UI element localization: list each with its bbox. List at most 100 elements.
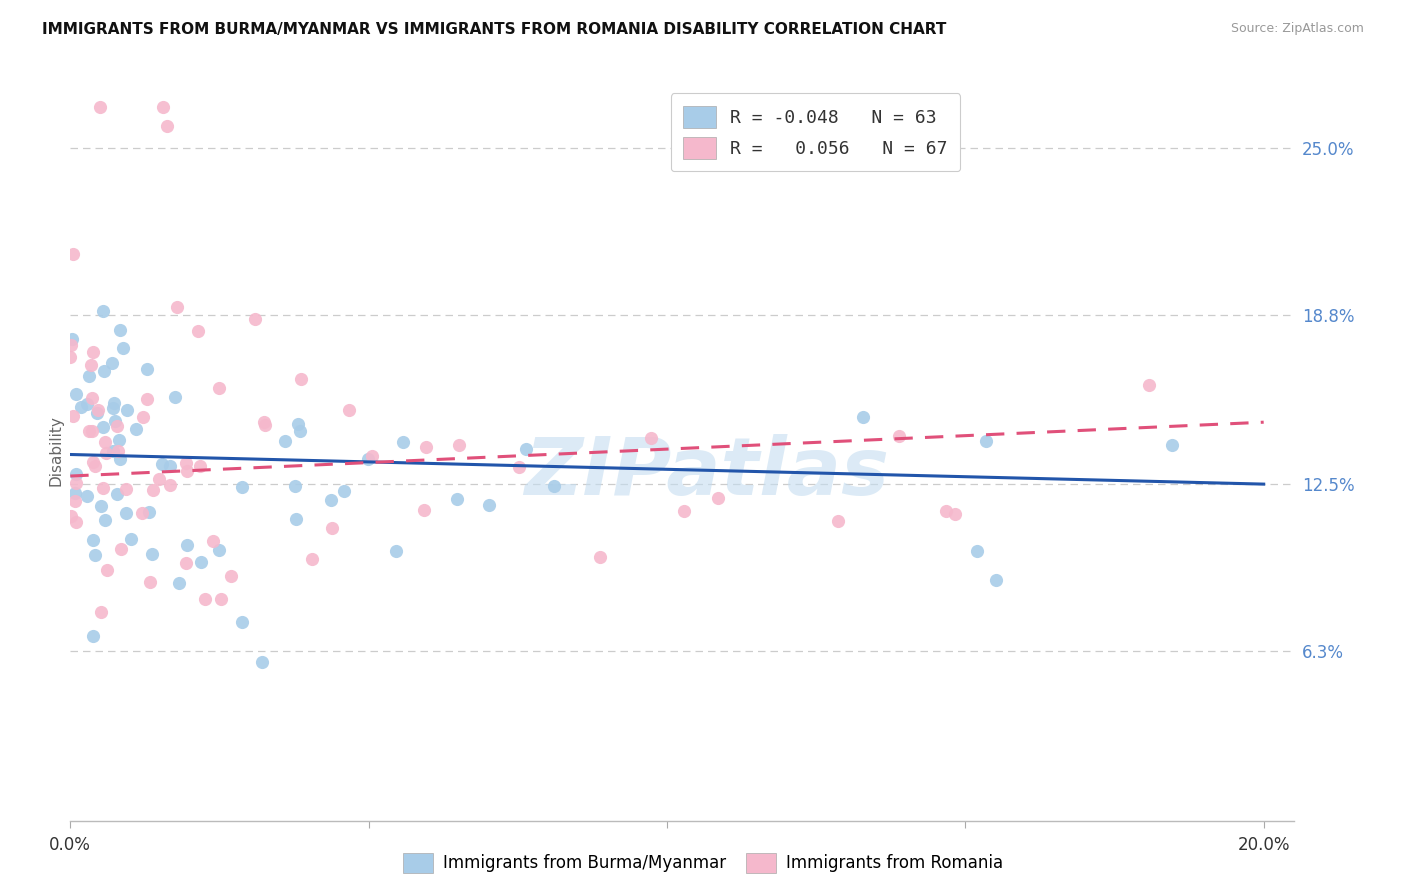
Point (332, 484, 354, 499)
Point (80, 358, 103, 372)
Point (446, 492, 468, 507)
Point (65, 387, 87, 401)
Point (63, 486, 86, 500)
Point (136, 362, 159, 376)
Point (156, 119, 179, 133)
Point (515, 442, 537, 457)
Text: ZIPatlas: ZIPatlas (524, 434, 889, 512)
Point (253, 415, 276, 429)
Point (77, 369, 100, 384)
Point (209, 591, 232, 606)
Point (284, 479, 307, 493)
Point (79, 424, 101, 438)
Point (93, 481, 115, 495)
Point (142, 483, 165, 497)
Point (478, 498, 501, 512)
Point (152, 100, 174, 114)
Point (125, 422, 148, 436)
Point (115, 403, 138, 417)
Point (80, 424, 103, 438)
Point (104, 414, 127, 428)
Point (337, 403, 360, 417)
Point (392, 434, 415, 449)
Point (231, 615, 253, 630)
Point (60, 332, 83, 346)
Point (321, 493, 343, 508)
Point (82, 455, 104, 469)
Point (65, 515, 87, 529)
Point (231, 480, 253, 494)
Point (96, 564, 118, 578)
Point (65, 475, 87, 490)
Point (100, 356, 122, 370)
Point (243, 312, 266, 326)
Point (107, 434, 129, 448)
Point (93, 513, 115, 527)
Point (60, 337, 83, 351)
Point (673, 503, 696, 517)
Point (131, 507, 153, 521)
Point (112, 341, 135, 355)
Point (287, 417, 309, 431)
Point (76, 397, 98, 411)
Point (150, 457, 173, 471)
Point (132, 409, 155, 424)
Point (76, 489, 98, 503)
Point (91, 303, 114, 318)
Legend: R = -0.048   N = 63, R =   0.056   N = 67: R = -0.048 N = 63, R = 0.056 N = 67 (671, 93, 960, 171)
Point (65, 467, 87, 481)
Point (59, 351, 82, 365)
Text: Source: ZipAtlas.com: Source: ZipAtlas.com (1230, 22, 1364, 36)
Point (82, 628, 104, 642)
Point (165, 390, 187, 404)
Point (976, 434, 998, 448)
Point (219, 569, 242, 583)
Point (943, 507, 966, 521)
Point (174, 556, 197, 570)
Point (93, 434, 115, 449)
Point (187, 324, 209, 338)
Point (139, 574, 162, 589)
Point (827, 514, 849, 528)
Point (114, 507, 136, 521)
Point (148, 472, 170, 486)
Point (1137, 378, 1160, 392)
Point (284, 512, 307, 526)
Point (357, 452, 380, 467)
Point (69, 401, 91, 415)
Point (159, 458, 181, 473)
Point (90, 499, 112, 513)
Point (508, 460, 530, 475)
Point (138, 505, 160, 519)
Point (253, 417, 276, 432)
Point (935, 504, 957, 518)
Point (107, 443, 129, 458)
Point (103, 396, 125, 410)
Point (707, 491, 730, 506)
Point (361, 449, 384, 463)
Point (90, 605, 112, 619)
Point (93, 419, 115, 434)
Point (114, 482, 136, 496)
Point (288, 425, 311, 439)
Y-axis label: Disability: Disability (48, 415, 63, 486)
Point (110, 542, 132, 557)
Point (290, 372, 312, 386)
Point (62, 409, 84, 424)
Point (966, 544, 988, 558)
Point (167, 575, 190, 590)
Point (984, 574, 1007, 588)
Point (84, 458, 107, 473)
Point (103, 401, 125, 416)
Point (190, 555, 212, 569)
Point (208, 380, 231, 394)
Point (640, 432, 662, 446)
Point (83, 548, 105, 562)
Point (321, 521, 343, 535)
Point (86, 406, 108, 420)
Point (412, 502, 434, 516)
Legend: Immigrants from Burma/Myanmar, Immigrants from Romania: Immigrants from Burma/Myanmar, Immigrant… (396, 847, 1010, 880)
Point (63, 494, 86, 508)
Point (82, 391, 104, 405)
Point (176, 537, 198, 551)
